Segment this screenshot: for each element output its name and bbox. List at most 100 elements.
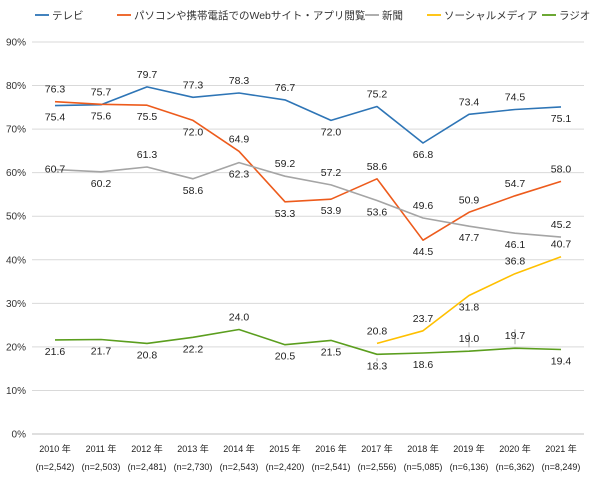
data-label: 20.8 <box>367 325 388 337</box>
y-tick-label: 40% <box>6 255 26 266</box>
data-label: 66.8 <box>413 149 434 161</box>
data-label: 53.9 <box>321 205 342 217</box>
data-label: 21.7 <box>91 345 112 357</box>
data-label: 18.6 <box>413 359 434 371</box>
series-line-2 <box>54 161 562 238</box>
data-label: 24.0 <box>229 311 250 323</box>
y-axis: 0% 10% 20% 30% 40% 50% 60% 70% 80% 90% <box>6 38 26 441</box>
data-label: 73.4 <box>459 96 480 108</box>
data-label: 44.5 <box>413 246 434 258</box>
data-label: 23.7 <box>413 313 434 325</box>
y-tick-label: 60% <box>6 168 26 179</box>
data-label: 72.0 <box>183 126 204 138</box>
x-tick-sample-size: (n=2,730) <box>174 462 213 472</box>
x-tick-sample-size: (n=2,481) <box>128 462 167 472</box>
x-tick-label: 2021 年 <box>545 443 577 454</box>
x-tick-label: 2019 年 <box>453 443 485 454</box>
x-tick-label: 2011 年 <box>86 443 117 454</box>
y-tick-label: 80% <box>6 81 26 92</box>
data-label: 40.7 <box>551 239 572 251</box>
data-label: 79.7 <box>137 69 158 81</box>
x-tick-sample-size: (n=2,556) <box>358 462 397 472</box>
x-tick-label: 2016 年 <box>315 443 347 454</box>
data-label: 62.3 <box>229 169 250 181</box>
data-label: 72.0 <box>321 126 342 138</box>
x-tick-label: 2020 年 <box>499 443 531 454</box>
x-tick-label: 2012 年 <box>131 443 163 454</box>
data-label: 19.0 <box>459 333 480 345</box>
data-label: 78.3 <box>229 75 250 87</box>
data-label: 74.5 <box>505 92 526 104</box>
x-tick-sample-size: (n=5,085) <box>404 462 443 472</box>
data-label: 77.3 <box>183 79 204 91</box>
data-label: 58.6 <box>183 185 204 197</box>
data-label: 75.2 <box>367 88 388 100</box>
x-axis: 2010 年 (n=2,542) 2011 年 (n=2,503) 2012 年 (n=2… <box>36 443 581 472</box>
legend-label: パソコンや携帯電話でのWebサイト・アプリ閲覧 <box>134 9 366 22</box>
data-labels: 75.4 75.6 79.7 77.3 78.3 76.7 72.0 75.2 66.8 73.4… <box>45 69 572 372</box>
series-line-1 <box>54 100 562 241</box>
series-line-3 <box>376 255 562 345</box>
data-label: 60.7 <box>45 164 66 176</box>
series-line-0 <box>54 86 562 144</box>
x-tick-sample-size: (n=6,136) <box>450 462 489 472</box>
data-label: 31.8 <box>459 301 480 313</box>
series-line-4 <box>54 328 562 356</box>
x-tick-sample-size: (n=6,362) <box>496 462 535 472</box>
data-label: 18.3 <box>367 360 388 372</box>
x-tick-label: 2014 年 <box>223 443 255 454</box>
x-tick-sample-size: (n=2,420) <box>266 462 305 472</box>
data-label: 54.7 <box>505 178 526 190</box>
leader-lines <box>376 329 516 362</box>
y-tick-label: 70% <box>6 125 26 136</box>
legend-label: ソーシャルメディア <box>444 9 538 22</box>
data-label: 64.9 <box>229 133 250 145</box>
data-label: 36.8 <box>505 256 526 268</box>
data-label: 53.3 <box>275 208 296 220</box>
data-label: 20.5 <box>275 351 296 363</box>
series-lines <box>54 86 562 356</box>
data-label: 45.2 <box>551 219 572 231</box>
x-tick-label: 2013 年 <box>177 443 209 454</box>
data-label: 57.2 <box>321 167 342 179</box>
x-tick-sample-size: (n=2,503) <box>82 462 121 472</box>
data-label: 75.5 <box>137 111 158 123</box>
legend-label: ラジオ <box>559 10 590 22</box>
legend-label: 新聞 <box>382 9 403 22</box>
x-tick-label: 2015 年 <box>269 443 301 454</box>
x-tick-sample-size: (n=2,541) <box>312 462 351 472</box>
x-tick-label: 2018 年 <box>407 443 439 454</box>
data-label: 22.2 <box>183 343 204 355</box>
data-label: 75.7 <box>91 86 112 98</box>
data-label: 19.7 <box>505 330 526 342</box>
y-tick-label: 50% <box>6 212 26 223</box>
data-label: 53.6 <box>367 207 388 219</box>
x-tick-sample-size: (n=8,249) <box>542 462 581 472</box>
x-tick-label: 2017 年 <box>361 443 393 454</box>
data-label: 59.2 <box>275 158 296 170</box>
data-label: 75.1 <box>551 113 572 125</box>
x-tick-sample-size: (n=2,542) <box>36 462 75 472</box>
x-tick-label: 2010 年 <box>39 443 71 454</box>
data-label: 61.3 <box>137 149 158 161</box>
data-label: 58.6 <box>367 161 388 173</box>
data-label: 60.2 <box>91 178 112 190</box>
y-tick-label: 10% <box>6 386 26 397</box>
data-label: 50.9 <box>459 194 480 206</box>
data-label: 19.4 <box>551 356 572 368</box>
gridlines <box>32 41 584 435</box>
x-tick-sample-size: (n=2,543) <box>220 462 259 472</box>
y-tick-label: 30% <box>6 299 26 310</box>
data-label: 46.1 <box>505 239 526 251</box>
data-label: 21.6 <box>45 346 66 358</box>
legend-label: テレビ <box>52 10 84 22</box>
data-label: 21.5 <box>321 346 342 358</box>
data-label: 49.6 <box>413 200 434 212</box>
data-label: 75.6 <box>91 111 112 123</box>
y-tick-label: 0% <box>12 430 27 441</box>
data-label: 20.8 <box>137 349 158 361</box>
data-label: 47.7 <box>459 232 480 244</box>
y-tick-label: 90% <box>6 38 26 49</box>
data-label: 75.4 <box>45 112 66 124</box>
